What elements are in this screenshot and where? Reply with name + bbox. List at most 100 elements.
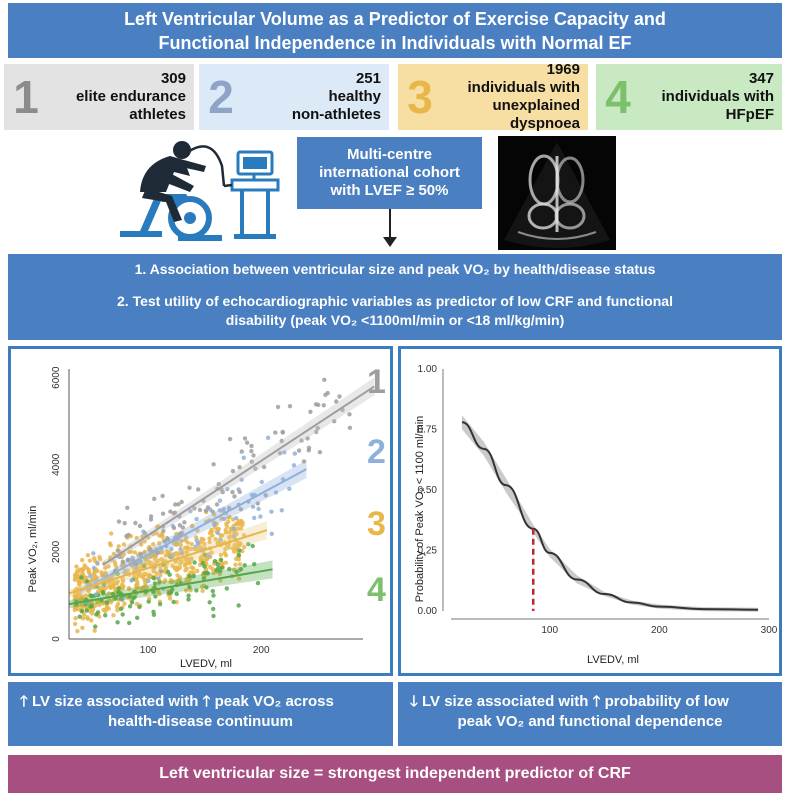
group-1-desc-1: elite endurance <box>75 88 186 105</box>
scatter-point <box>202 552 208 558</box>
scatter-point <box>132 573 137 578</box>
scatter-point <box>133 520 138 526</box>
scatter-point <box>275 404 281 410</box>
group-3-desc-1: individuals with <box>467 79 580 96</box>
scatter-point <box>184 576 189 582</box>
scatter-point <box>120 576 125 581</box>
cohort-box: Multi-centre international cohort with L… <box>297 137 482 209</box>
scatter-point <box>230 489 235 495</box>
scatter-point <box>147 555 152 560</box>
scatter-point <box>148 547 153 552</box>
scatter-point <box>238 526 244 531</box>
group-2-box: 2 251 healthy non-athletes <box>199 64 389 130</box>
scatter-point <box>308 409 313 414</box>
scatter-point <box>242 544 247 550</box>
scatter-point <box>122 601 127 606</box>
scatter-point <box>234 569 239 575</box>
scatter-point <box>234 516 239 521</box>
scatter-point <box>249 448 254 454</box>
scatter-point <box>214 568 219 573</box>
down-arrow-small-icon: 🡓 <box>410 693 418 710</box>
scatter-point <box>239 477 244 482</box>
scatter-point <box>88 574 93 579</box>
scatter-point <box>292 451 297 456</box>
scatter-point <box>237 465 242 470</box>
scatter-point <box>116 544 121 549</box>
title-line-2: Functional Independence in Individuals w… <box>158 33 632 53</box>
scatter-point <box>121 552 127 557</box>
x-tick-labels: 100 200 <box>140 645 270 656</box>
y-tick-labels: 0.00 0.25 0.50 0.75 1.00 <box>418 364 438 617</box>
scatter-point <box>291 463 297 468</box>
scatter-point <box>200 561 205 566</box>
scatter-point <box>189 541 194 547</box>
series-label-1: 1 <box>367 363 386 401</box>
group-3-number: 3 <box>407 71 433 123</box>
scatter-point <box>138 559 143 564</box>
scatter-point <box>232 533 237 539</box>
scatter-point <box>269 531 274 536</box>
scatter-point <box>157 541 162 546</box>
scatter-point <box>250 543 255 549</box>
scatter-point <box>152 581 158 586</box>
scatter-point <box>134 565 139 571</box>
scatter-point <box>191 574 196 579</box>
echocardiogram-image <box>498 136 616 250</box>
scatter-point <box>287 486 292 491</box>
scatter-point <box>100 572 105 578</box>
scatter-point <box>80 625 85 630</box>
scatter-point <box>160 550 165 555</box>
scatter-point <box>238 507 243 512</box>
fit-line-series-3 <box>68 529 268 595</box>
scatter-point <box>201 576 206 581</box>
scatter-point <box>138 552 143 557</box>
scatter-point <box>182 520 187 525</box>
group-1-desc-2: athletes <box>129 106 186 123</box>
y-tick-label: 0 <box>51 636 62 642</box>
scatter-point <box>134 577 139 582</box>
probability-panel: 0.00 0.25 0.50 0.75 1.00 100 200 300 LVEDV, ml… <box>398 346 782 676</box>
scatter-point <box>91 551 96 556</box>
scatter-point <box>174 591 179 597</box>
scatter-point <box>76 579 82 584</box>
scatter-point <box>156 576 161 581</box>
x-tick-label: 200 <box>253 645 270 656</box>
finding-left-line-2: health-disease continuum <box>107 713 294 730</box>
group-4-text: 347 individuals with HFpEF <box>638 70 782 124</box>
scatter-point <box>125 505 130 510</box>
scatter-point <box>207 539 212 545</box>
scatter-point <box>120 559 126 564</box>
scatter-point <box>234 547 239 552</box>
scatter-point <box>255 501 260 506</box>
scatter-point <box>110 591 116 597</box>
scatter-point <box>191 566 196 571</box>
scatter-point <box>179 499 184 505</box>
scatter-point <box>87 558 93 563</box>
scatter-point <box>75 628 80 634</box>
scatter-point <box>81 612 87 617</box>
scatter-point <box>242 436 248 441</box>
scatter-point <box>347 412 352 417</box>
series-label-3: 3 <box>367 505 386 543</box>
scatter-point <box>127 604 133 609</box>
group-1-count: 309 <box>160 70 186 87</box>
series-label-2: 2 <box>367 433 386 471</box>
scatter-point <box>215 530 221 536</box>
scatter-point <box>82 563 87 568</box>
prob-y-label: Probability of Peak VO₂ < 1100 ml/min <box>414 416 426 603</box>
scatter-point <box>227 436 233 442</box>
scatter-point <box>194 516 199 522</box>
scatter-point <box>129 600 135 605</box>
scatter-point <box>158 569 164 574</box>
scatter-point <box>236 553 241 558</box>
scatter-point <box>218 533 224 538</box>
group-4-box: 4 347 individuals with HFpEF <box>596 64 782 130</box>
scatter-point <box>211 606 216 612</box>
scatter-point <box>151 575 156 581</box>
scatter-point <box>99 585 104 590</box>
scatter-point <box>91 565 97 571</box>
conclusion-banner: Left ventricular size = strongest indepe… <box>8 755 782 793</box>
scatter-point <box>100 590 106 595</box>
scatter-point <box>151 569 157 574</box>
scatter-point <box>160 511 166 516</box>
